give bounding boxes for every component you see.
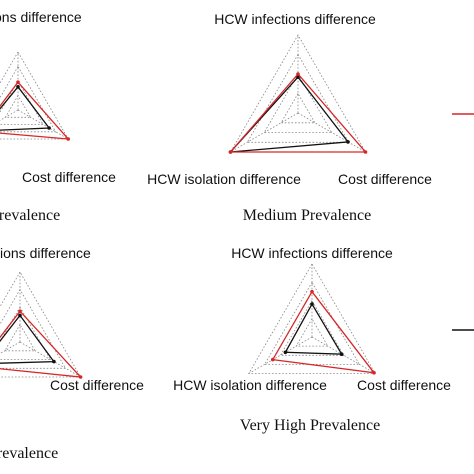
radar-point xyxy=(18,313,22,318)
axis-label-cost: Cost difference xyxy=(22,169,116,185)
axis-label-hcw-isolation: HCW isolation difference xyxy=(147,171,301,187)
axis-label-hcw-infections: ions difference xyxy=(0,245,91,261)
radar-point xyxy=(18,309,22,314)
radar-point xyxy=(283,350,288,355)
legend-fragment xyxy=(452,113,474,331)
axis-label-hcw-infections: ons difference xyxy=(0,9,82,25)
radar-panel-prevalence-bottom: ions difference Cost difference Prevalen… xyxy=(0,245,144,462)
grid-ring xyxy=(0,288,67,369)
radar-point xyxy=(310,302,314,306)
grid-ring xyxy=(295,318,329,347)
radar-series-polygon xyxy=(228,76,350,153)
radar-series-polygon xyxy=(0,310,83,378)
radar-series-group xyxy=(0,80,70,141)
axis-spoke xyxy=(0,341,21,355)
grid-ring xyxy=(0,65,57,133)
radar-point xyxy=(372,371,376,375)
radar-series-group xyxy=(228,72,368,154)
radar-series-group xyxy=(0,309,83,379)
grid-ring xyxy=(0,306,51,360)
radar-series-polygon xyxy=(0,314,56,364)
radar-grid xyxy=(0,271,82,378)
radar-series-polygon xyxy=(271,290,376,374)
radar-panel-prevalence-top: ons difference Cost difference Prevalenc… xyxy=(0,9,116,224)
panel-title: Very High Prevalence xyxy=(240,417,380,434)
grid-ring xyxy=(0,51,69,140)
grid-ring xyxy=(4,323,36,352)
axis-label-hcw-infections: HCW infections difference xyxy=(214,11,376,27)
axis-spoke xyxy=(230,112,299,153)
radar-point xyxy=(47,126,51,130)
axis-label-cost: Cost difference xyxy=(50,377,144,393)
radar-series-group xyxy=(271,289,376,375)
radar-grid xyxy=(229,34,367,153)
radar-point xyxy=(339,352,344,357)
radar-point xyxy=(296,72,300,76)
axis-spoke xyxy=(17,109,69,140)
axis-spoke xyxy=(19,341,81,378)
radar-series-polygon xyxy=(229,73,367,153)
grid-ring xyxy=(0,271,82,378)
radar-point xyxy=(271,357,275,362)
radar-point xyxy=(16,85,20,89)
radar-point xyxy=(346,140,350,144)
radar-point xyxy=(310,289,314,294)
grid-ring xyxy=(279,299,345,356)
axis-label-cost: Cost difference xyxy=(357,377,451,393)
radar-grid xyxy=(248,263,376,374)
grid-ring xyxy=(229,34,367,153)
axis-label-hcw-isolation: HCW isolation difference xyxy=(173,377,327,393)
radar-series-polygon xyxy=(0,81,70,140)
radar-point xyxy=(296,75,300,79)
radar-point xyxy=(78,375,83,379)
axis-label-hcw-infections: HCW infections difference xyxy=(231,245,393,261)
radar-point xyxy=(363,150,368,154)
radar-panel-medium-prevalence: HCW infections difference HCW isolation … xyxy=(147,11,432,224)
panel-title: Prevalence xyxy=(0,207,60,224)
radar-series-polygon xyxy=(284,302,343,355)
radar-point xyxy=(16,80,20,84)
radar-point xyxy=(66,137,70,141)
axis-spoke xyxy=(297,112,366,153)
axis-label-cost: Cost difference xyxy=(338,171,432,187)
radar-series-polygon xyxy=(0,85,51,131)
panel-title: Medium Prevalence xyxy=(243,207,371,224)
radar-panel-very-high-prevalence: HCW infections difference HCW isolation … xyxy=(173,245,451,434)
grid-ring xyxy=(4,94,32,118)
radar-point xyxy=(228,150,233,154)
panel-title: Prevalence xyxy=(0,445,58,462)
radar-point xyxy=(52,359,56,364)
